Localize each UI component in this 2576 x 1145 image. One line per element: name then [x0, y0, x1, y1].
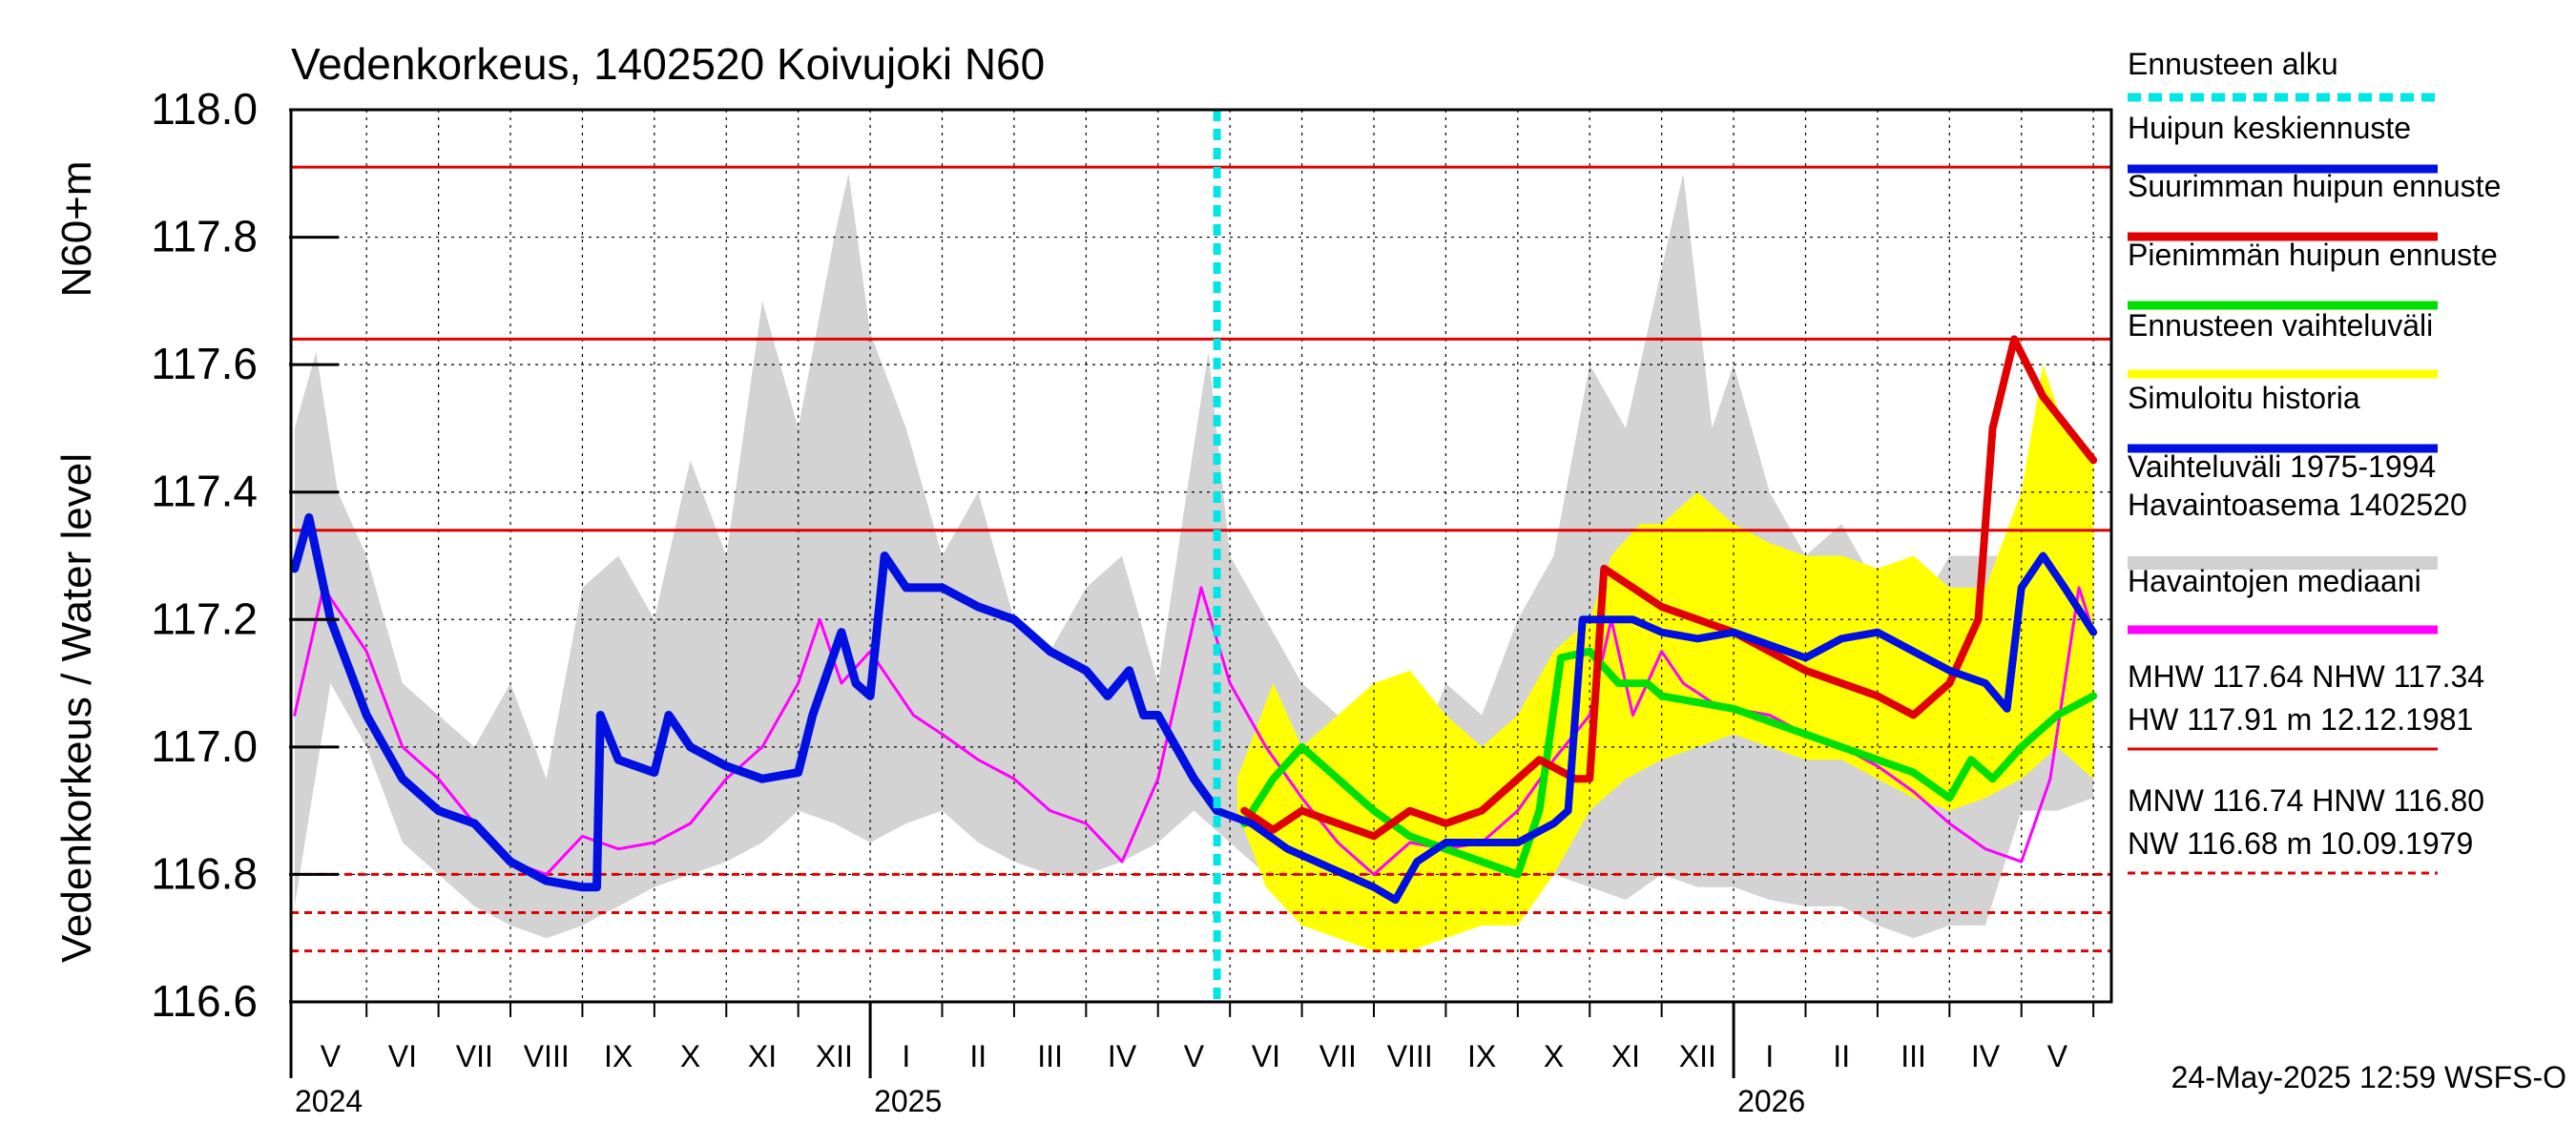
- month-label: I: [902, 1039, 910, 1073]
- stats-text: NW 116.68 m 10.09.1979: [2128, 826, 2473, 861]
- chart-title: Vedenkorkeus, 1402520 Koivujoki N60: [291, 39, 1045, 89]
- y-tick-label: 117.2: [151, 593, 258, 643]
- year-label: 2026: [1737, 1084, 1805, 1118]
- y-tick-label: 117.8: [151, 212, 258, 261]
- y-axis-label: Vedenkorkeus / Water level: [53, 453, 100, 963]
- month-label: X: [680, 1039, 700, 1073]
- year-label: 2024: [295, 1084, 363, 1118]
- month-label: XI: [1611, 1039, 1640, 1073]
- legend-label: Huipun keskiennuste: [2128, 111, 2411, 145]
- forecast-mean-line: [1213, 552, 2098, 905]
- month-label: II: [969, 1039, 987, 1073]
- forecast-max-line: [1240, 335, 2098, 841]
- plot-frame: [289, 108, 2113, 1004]
- y-axis-unit: N60+m: [53, 160, 100, 297]
- timestamp: 24-May-2025 12:59 WSFS-O: [2171, 1060, 2566, 1094]
- month-label: XII: [1679, 1039, 1716, 1073]
- legend-label: Vaihteluväli 1975-1994: [2128, 449, 2436, 484]
- month-label: VIII: [524, 1039, 570, 1073]
- month-label: IV: [1108, 1039, 1137, 1073]
- month-label: XII: [816, 1039, 853, 1073]
- month-label: III: [1037, 1039, 1063, 1073]
- year-label: 2025: [874, 1084, 942, 1118]
- y-tick-label: 116.6: [151, 976, 258, 1026]
- month-label: III: [1901, 1039, 1926, 1073]
- legend-label: Pienimmän huipun ennuste: [2128, 238, 2498, 272]
- month-label: VI: [388, 1039, 417, 1073]
- month-label: XI: [748, 1039, 777, 1073]
- y-tick-label: 117.4: [151, 467, 258, 516]
- legend-label: Suurimman huipun ennuste: [2128, 169, 2501, 203]
- month-label: VII: [1319, 1039, 1357, 1073]
- legend-label: Havaintojen mediaani: [2128, 564, 2421, 598]
- y-tick-label: 117.0: [151, 721, 258, 771]
- stats-text: HW 117.91 m 12.12.1981: [2128, 702, 2473, 737]
- month-label: V: [2047, 1039, 2068, 1073]
- stats-text: MHW 117.64 NHW 117.34: [2128, 659, 2484, 694]
- legend-label: Ennusteen alku: [2128, 47, 2338, 81]
- month-label: VII: [456, 1039, 493, 1073]
- y-tick-label: 116.8: [151, 848, 258, 898]
- month-label: VI: [1252, 1039, 1280, 1073]
- stats-text: MNW 116.74 HNW 116.80: [2128, 783, 2484, 818]
- month-label: V: [321, 1039, 342, 1073]
- month-label: VIII: [1387, 1039, 1433, 1073]
- simulated-history-line: [290, 512, 1222, 892]
- legend-label: Ennusteen vaihteluväli: [2128, 308, 2433, 343]
- month-label: I: [1765, 1039, 1774, 1073]
- month-label: IV: [1971, 1039, 2001, 1073]
- month-label: X: [1544, 1039, 1564, 1073]
- month-label: IX: [1467, 1039, 1496, 1073]
- month-label: IX: [604, 1039, 633, 1073]
- y-tick-label: 117.6: [151, 339, 258, 388]
- month-label: II: [1833, 1039, 1850, 1073]
- y-tick-label: 118.0: [151, 84, 258, 134]
- legend-label: Simuloitu historia: [2128, 381, 2360, 415]
- legend-label: Havaintoasema 1402520: [2128, 488, 2467, 522]
- month-label: V: [1184, 1039, 1205, 1073]
